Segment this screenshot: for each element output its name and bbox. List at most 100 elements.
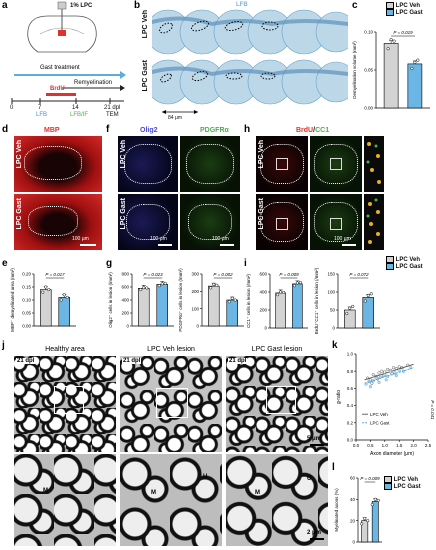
data-point — [413, 60, 417, 64]
scale-bar — [220, 244, 234, 246]
y-tick-label: 600 — [121, 285, 129, 290]
y-tick-label: 0 — [126, 324, 129, 329]
olig2-scale-label: 100 μm — [150, 236, 167, 242]
y-tick-label: 0 — [332, 326, 335, 331]
chart-k: 0.0 0.2 0.4 0.6 0.8 1.0 0.0 0.5 1.0 1.5 2.0 2.5 Axon… — [336, 352, 434, 457]
legend-swatch-gast — [386, 263, 394, 271]
brdu-stain-label: BrdU — [296, 127, 314, 134]
legend-gast-label: LPC Gast — [395, 264, 423, 271]
lesion-outline — [24, 146, 82, 180]
x-tick-label: 2.0 — [410, 443, 417, 448]
em-dpl-label: 21 dpl — [228, 358, 248, 364]
h-stain-label: BrdU/CC1 — [296, 127, 329, 134]
panel-label-h: h — [244, 124, 251, 135]
em-veh-overview: 21 dpl — [120, 356, 222, 452]
y-tick-label: 20 — [350, 518, 356, 523]
data-point — [44, 285, 48, 289]
y-tick-label: 0.6 — [347, 386, 354, 391]
p-value: P = 0.009 — [360, 476, 380, 481]
y-tick-label: 800 — [121, 272, 129, 277]
x-tick-label: 2.5 — [425, 443, 432, 448]
tem-label: TEM — [106, 112, 119, 118]
f-row-gast: LPC Gast — [120, 198, 127, 230]
scatter-point — [386, 367, 390, 372]
lfb-scale-label: 84 μm — [168, 115, 182, 121]
p-value: P = 0.041 — [430, 400, 434, 420]
lfb-label-1: LFB — [36, 112, 48, 118]
lesion-outline — [260, 202, 304, 242]
legend-veh-label: LPC Veh — [395, 257, 421, 264]
y-tick-label: 0.15 — [22, 285, 31, 290]
scale-bar — [310, 538, 324, 540]
panel-b-stain: LFB — [236, 2, 248, 8]
em-dpl-label: 21 dpl — [16, 358, 36, 364]
data-point — [160, 282, 164, 286]
data-point — [389, 38, 393, 42]
scatter-point — [380, 369, 384, 373]
gast-arrow-head — [120, 71, 126, 79]
scatter-point — [370, 381, 374, 385]
data-point — [227, 300, 231, 304]
lfb-if-label: LFB/IF — [70, 112, 89, 118]
y-axis-label: Demyelination volume (mm³) — [352, 41, 357, 99]
data-point — [59, 298, 63, 302]
panel-label-a: a — [2, 0, 8, 11]
bar-gast — [226, 299, 238, 327]
scatter-point — [377, 380, 381, 384]
data-point — [295, 281, 299, 285]
chart-l: 0 20 40 60 Myelinated axons (%) P = 0.009 — [334, 476, 382, 545]
lfb-scale-arrow — [162, 110, 198, 114]
y-tick-label: 0 — [196, 324, 199, 329]
data-point — [65, 295, 69, 299]
y-tick-label: 0.10 — [364, 30, 373, 35]
data-point — [215, 283, 219, 287]
panel-label-l: l — [332, 462, 335, 473]
bar-veh — [361, 520, 369, 543]
p-value: P = 0.002 — [213, 272, 233, 277]
bar-veh — [39, 289, 52, 327]
olig2-stain-label: Olig2 — [140, 127, 158, 134]
y-tick-label: 0 — [264, 326, 267, 331]
bar-gast — [156, 284, 168, 327]
p-value: P = 0.017 — [45, 272, 65, 277]
data-point — [298, 281, 302, 285]
y-tick-label: 0 — [352, 540, 355, 545]
cc1-image-gast: 100 μm — [310, 194, 362, 250]
legend-c: LPC Veh LPC Gast — [386, 2, 423, 16]
zoom-box — [276, 218, 288, 230]
panel-label-f: f — [106, 124, 110, 135]
scale-bar — [80, 244, 96, 246]
bar-veh — [383, 43, 399, 109]
data-point — [416, 58, 420, 62]
data-point — [142, 286, 146, 290]
y-tick-label: 200 — [191, 289, 199, 294]
y-tick-label: 60 — [350, 476, 356, 481]
panel-label-i: i — [244, 258, 247, 269]
mbp-stain-label: MBP — [44, 127, 60, 134]
data-point — [230, 296, 234, 300]
legend-gast-label: LPC Gast — [395, 10, 423, 17]
myelinated-marker: M — [255, 490, 260, 496]
pdgfra-scale-label: 100 μm — [212, 236, 229, 242]
data-point — [370, 503, 374, 507]
tick-7: 7 — [38, 105, 42, 111]
zoom-box — [330, 218, 342, 230]
panel-label-j: j — [2, 340, 5, 351]
lesion-outline — [314, 202, 358, 242]
gast-treatment-label: Gast treatment — [40, 65, 80, 71]
unmyelinated-marker: U — [307, 476, 312, 482]
pdgfra-image-gast: 100 μm — [180, 194, 240, 250]
zoom-box — [156, 388, 188, 418]
chart-i1: 0 200 400 600 CC1⁺ cells in lesion (/mm²) P =… — [246, 272, 308, 331]
pdgfra-stain-label: PDGFRα — [200, 127, 229, 134]
legend-swatch-gast — [386, 9, 394, 17]
em-gast-zoom: M U 2 μm — [226, 454, 328, 546]
olig2-image-gast: 100 μm — [118, 194, 178, 250]
merge-inset-gast — [364, 194, 384, 250]
em-dpl-label: 21 dpl — [122, 358, 142, 364]
stain-slash: / — [313, 127, 316, 134]
lesion-outline — [28, 206, 78, 236]
data-point — [351, 304, 355, 308]
h-scale-label: 100 μm — [334, 236, 351, 242]
legend-swatch-veh — [386, 2, 394, 9]
